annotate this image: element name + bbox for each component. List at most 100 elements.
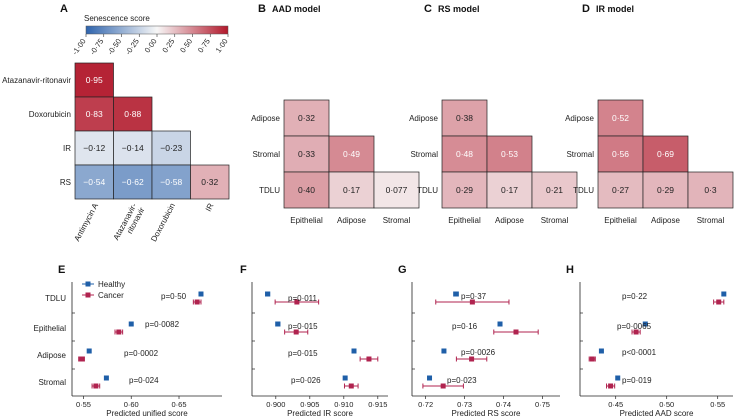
heatmap-cell-value: −0·54 [83, 177, 105, 187]
x-tick-label: 0·45 [608, 400, 623, 409]
legend-swatch [85, 292, 91, 298]
cancer-point [348, 383, 354, 389]
heatmap-cell-value: 0·88 [124, 109, 141, 119]
x-axis-label: Predicted RS score [452, 409, 521, 418]
p-value-label: p=0·37 [461, 292, 487, 301]
p-value-label: p<0·0001 [622, 348, 657, 357]
p-value-label: p=0·50 [161, 292, 187, 301]
colorbar-tick-label: -0·25 [123, 37, 140, 57]
panel-letter: D [582, 3, 590, 15]
panel-title: AAD model [272, 4, 321, 14]
x-tick-label: 0·73 [457, 400, 472, 409]
x-tick-label: 0·905 [300, 400, 319, 409]
cancer-point [194, 299, 200, 305]
heatmap-cell [597, 171, 644, 209]
x-tick-label: 0·910 [334, 400, 353, 409]
forest-panel-g: G 0·72 0·73 0·74 0·75 Predicted RS score p=0·3… [398, 264, 560, 418]
heatmap-cell-value: −0·23 [160, 143, 182, 153]
p-value-label: p=0·0065 [617, 322, 652, 331]
healthy-point [275, 321, 281, 327]
cancer-point [608, 383, 614, 389]
heatmap-cell [687, 171, 734, 209]
colorbar-title: Senescence score [84, 14, 150, 23]
heatmap-cell-value: 0·29 [657, 185, 674, 195]
colorbar-tick-label: -0·75 [88, 37, 105, 57]
x-tick-label: 0·50 [659, 400, 674, 409]
heatmap-row-label: TDLU [259, 186, 280, 195]
cancer-point [293, 329, 299, 335]
heatmap-cell [74, 164, 114, 200]
p-value-label: p=0·16 [452, 322, 478, 331]
heatmap-col-label: Stromal [383, 216, 411, 225]
heatmap-cell [373, 171, 420, 209]
heatmap-col-label-line: Doxorubicin [149, 202, 177, 244]
healthy-point [721, 291, 727, 297]
colorbar-ticks: -1·00 -0·75 -0·50 -0·25 0·00 0·25 0·50 0·75 1·00 [70, 34, 230, 57]
heatmap-panels: A Atazanavir-ritonavir 0·95 Doxorubicin 0·83… [2, 3, 734, 244]
heatmap-cell [597, 135, 644, 173]
x-tick-label: 0·915 [368, 400, 387, 409]
p-value-label: p=0·0026 [461, 348, 496, 357]
heatmap-col-label: Epithelial [448, 216, 481, 225]
x-tick-label: 0·65 [171, 400, 186, 409]
heatmap-row-label: Adipose [409, 114, 438, 123]
cancer-point [633, 329, 639, 335]
senescence-colorbar: Senescence score -1·00 -0·75 -0·50 -0·25 0·0… [70, 14, 229, 56]
panel-letter: B [258, 3, 266, 15]
panel-letter: H [566, 264, 574, 276]
forest-panel-h: H 0·45 0·50 0·55 Predicted AAD score p=0·22 p=… [566, 264, 733, 418]
legend: Healthy Cancer [82, 280, 125, 300]
healthy-point [598, 348, 604, 354]
heatmap-cell-value: 0·21 [546, 185, 563, 195]
heatmap-cell-value: 0·17 [501, 185, 518, 195]
heatmap-cell [283, 171, 330, 209]
healthy-point [265, 291, 271, 297]
heatmap-cell-value: 0·3 [704, 185, 717, 195]
heatmap-cell-value: −0·14 [122, 143, 144, 153]
healthy-point [427, 375, 433, 381]
heatmap-col-label: Adipose [337, 216, 366, 225]
p-value-label: p=0·0002 [124, 349, 159, 358]
heatmap-cell [486, 171, 533, 209]
heatmap-col-label: Adipose [651, 216, 680, 225]
x-axis-label: Predicted AAD score [620, 409, 694, 418]
heatmap-col-label: Stromal [541, 216, 569, 225]
cancer-point [93, 383, 99, 389]
x-axis-label: Predicted IR score [287, 409, 353, 418]
heatmap-cell [441, 99, 488, 137]
heatmap-cell-value: 0·69 [657, 149, 674, 159]
cancer-point [294, 299, 300, 305]
p-value-label: p=0·22 [622, 292, 648, 301]
legend-swatch [85, 281, 91, 287]
heatmap-cell-value: 0·95 [86, 75, 103, 85]
heatmap-cell-value: 0·27 [612, 185, 629, 195]
healthy-point [128, 321, 134, 327]
heatmap-cell [642, 171, 689, 209]
panel-letter: E [58, 264, 65, 276]
p-value-label: p=0·023 [447, 376, 477, 385]
heatmap-row-label: Stromal [410, 150, 438, 159]
cancer-point [716, 299, 722, 305]
x-tick-label: 0·60 [124, 400, 139, 409]
heatmap-cell-value: 0·17 [343, 185, 360, 195]
x-axis-label: Predicted unified score [106, 409, 188, 418]
heatmap-col-label-line: IR [204, 202, 216, 213]
heatmap-cell-value: 0·53 [501, 149, 518, 159]
cancer-point [366, 356, 372, 362]
heatmap-cell-value: −0·12 [83, 143, 105, 153]
forest-row-label: Epithelial [34, 324, 67, 333]
heatmap-col-label-line: Antimycin A [72, 201, 100, 243]
colorbar-tick-label: -1·00 [70, 37, 87, 57]
heatmap-cell-value: 0·83 [86, 109, 103, 119]
panel-letter: F [240, 264, 247, 276]
heatmap-cell-value: 0·32 [298, 113, 315, 123]
heatmap-col-label: Epithelial [604, 216, 637, 225]
forest-row-label: TDLU [45, 294, 66, 303]
heatmap-cell [74, 130, 114, 166]
x-tick-label: 0·72 [418, 400, 433, 409]
colorbar-tick-label: 1·00 [214, 37, 230, 54]
heatmap-cell-value: 0·49 [343, 149, 360, 159]
heatmap-cell-value: −0·58 [160, 177, 182, 187]
forest-row-label: Adipose [37, 351, 66, 360]
